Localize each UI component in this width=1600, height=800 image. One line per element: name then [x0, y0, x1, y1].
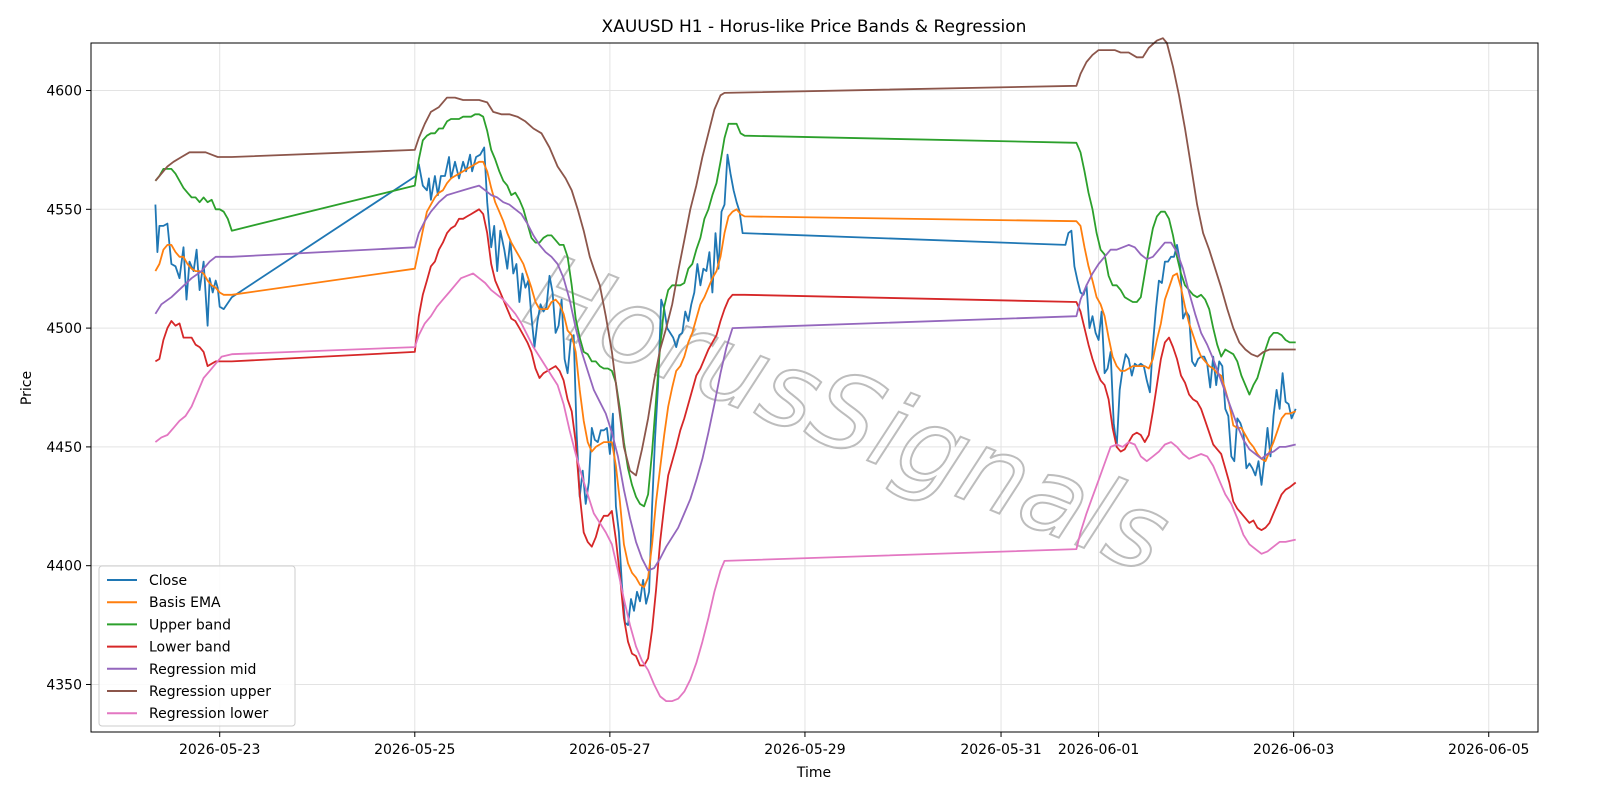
legend-label: Regression lower [149, 706, 269, 722]
x-tick-label: 2026-05-29 [764, 742, 845, 758]
plot-frame [90, 42, 1539, 733]
series-line-lower-band [154, 208, 1297, 667]
series-line-close [154, 146, 1297, 626]
x-axis: 2026-05-23 2026-05-25 2026-05-27 2026-05-29… [179, 732, 1529, 758]
x-tick-label: 2026-05-25 [374, 742, 455, 758]
legend-label: Close [149, 573, 187, 589]
y-tick-label: 4450 [46, 440, 82, 456]
series-line-basis-ema [154, 160, 1297, 588]
series-line-regression-mid [154, 184, 1296, 572]
x-tick-label: 2026-06-05 [1448, 742, 1529, 758]
x-axis-label: Time [796, 765, 831, 781]
y-tick-label: 4350 [46, 677, 82, 693]
y-tick-label: 4400 [46, 559, 82, 575]
y-tick-label: 4600 [46, 84, 82, 100]
x-tick-label: 2026-05-31 [960, 742, 1041, 758]
series-line-regression-lower [154, 272, 1296, 702]
legend-label: Regression mid [149, 662, 256, 678]
legend-label: Regression upper [149, 684, 271, 700]
series-group [154, 37, 1297, 702]
grid [91, 43, 1538, 732]
y-tick-label: 4550 [46, 202, 82, 218]
x-tick-label: 2026-06-01 [1058, 742, 1139, 758]
chart-title: XAUUSD H1 - Horus-like Price Bands & Reg… [602, 17, 1027, 37]
x-tick-label: 2026-05-27 [569, 742, 650, 758]
legend-label: Basis EMA [149, 595, 221, 611]
series-line-regression-upper [154, 37, 1296, 477]
y-tick-label: 4500 [46, 321, 82, 337]
y-axis: 4350 4400 4450 4500 4550 4600 [46, 84, 91, 693]
legend-label: Upper band [149, 617, 231, 633]
legend-label: Lower band [149, 640, 231, 656]
legend: Close Basis EMA Upper band Lower band Regres… [98, 565, 296, 727]
legend-box [98, 565, 296, 727]
x-tick-label: 2026-06-03 [1253, 742, 1334, 758]
y-axis-label: Price [19, 371, 35, 405]
x-tick-label: 2026-05-23 [179, 742, 260, 758]
